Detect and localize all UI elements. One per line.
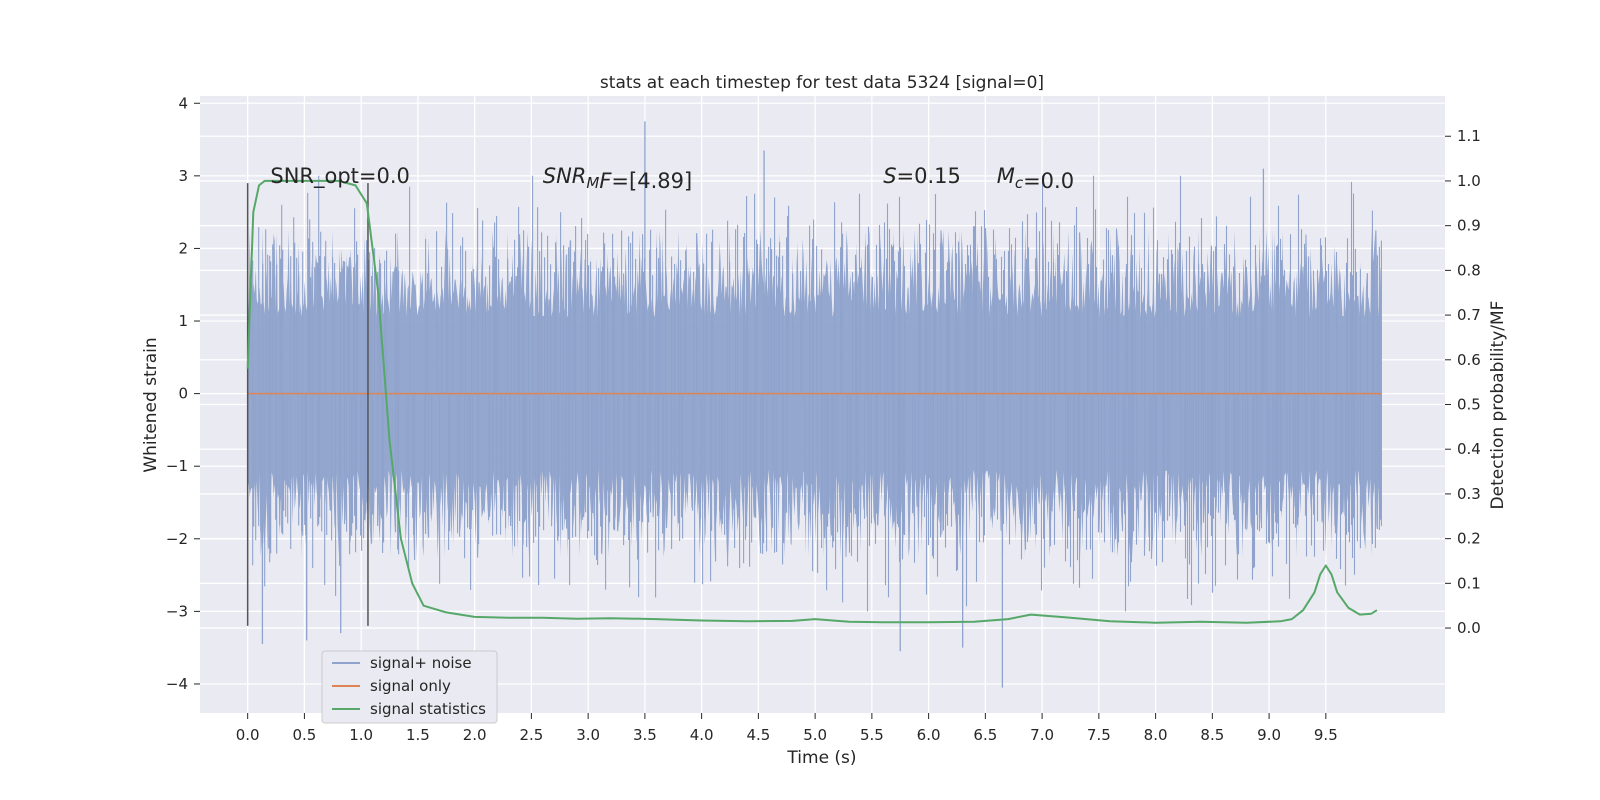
series-signal-statistics	[246, 179, 1378, 624]
x-tick-label: 8.5	[1200, 726, 1224, 744]
y2-axis-title: Detection probability/MF	[1488, 301, 1508, 510]
y-tick-label: 4	[178, 94, 188, 112]
x-axis-title: Time (s)	[786, 748, 856, 768]
y2-tick-label: 0.6	[1457, 351, 1481, 369]
y2-tick-label: 1.0	[1457, 172, 1481, 190]
x-tick-label: 5.0	[803, 726, 827, 744]
x-tick-label: 6.0	[917, 726, 941, 744]
x-tick-label: 2.0	[463, 726, 487, 744]
annotation-text: SNRMF=[4.89]	[543, 164, 692, 193]
y2-axis: 0.0 0.1 0.2 0.3 0.4 0.5 0.6 0.7 0.8 0.9 1.0 1.1	[1445, 127, 1481, 637]
annotation-text: S=0.15	[883, 164, 961, 188]
legend-label-signal-statistics: signal statistics	[370, 700, 486, 718]
y-tick-label: 3	[178, 167, 188, 185]
x-tick-label: 8.0	[1144, 726, 1168, 744]
x-tick-label: 1.0	[349, 726, 373, 744]
y2-tick-label: 0.7	[1457, 306, 1481, 324]
marker-lines	[246, 183, 369, 626]
x-tick-label: 0.5	[292, 726, 316, 744]
y-tick-label: −4	[166, 675, 188, 693]
x-tick-label: 6.5	[973, 726, 997, 744]
x-tick-label: 7.5	[1087, 726, 1111, 744]
x-tick-label: 9.0	[1257, 726, 1281, 744]
x-tick-label: 4.5	[746, 726, 770, 744]
legend: signal+ noise signal only signal statist…	[321, 650, 498, 724]
annotation-text: Mc=0.0	[997, 164, 1074, 193]
x-tick-label: 7.0	[1030, 726, 1054, 744]
x-axis: 0.0 0.5 1.0 1.5 2.0 2.5 3.0 3.5 4.0 4.5 5.0 5.5 6.0 6…	[236, 713, 1338, 744]
x-tick-label: 2.5	[519, 726, 543, 744]
x-tick-label: 3.0	[576, 726, 600, 744]
y-tick-label: 2	[178, 239, 188, 257]
x-tick-label: 5.5	[860, 726, 884, 744]
y2-tick-label: 0.2	[1457, 530, 1481, 548]
y-axis-title: Whitened strain	[141, 337, 161, 472]
y-tick-label: 1	[178, 312, 188, 330]
y2-tick-label: 0.4	[1457, 440, 1481, 458]
x-tick-label: 1.5	[406, 726, 430, 744]
signal-statistics-line	[246, 179, 1378, 624]
y2-tick-label: 0.3	[1457, 485, 1481, 503]
x-tick-label: 0.0	[236, 726, 260, 744]
y-tick-label: 0	[178, 385, 188, 403]
y2-tick-label: 0.9	[1457, 217, 1481, 235]
y-tick-label: −1	[166, 457, 188, 475]
y2-tick-label: 0.1	[1457, 574, 1481, 592]
x-tick-label: 3.5	[633, 726, 657, 744]
legend-label-signal-only: signal only	[370, 677, 451, 695]
y2-tick-label: 0.5	[1457, 396, 1481, 414]
x-tick-label: 4.0	[690, 726, 714, 744]
annotation-text: SNR_opt=0.0	[270, 164, 410, 189]
legend-label-signal-noise: signal+ noise	[370, 654, 472, 672]
y-tick-label: −3	[166, 602, 188, 620]
y2-tick-label: 0.8	[1457, 261, 1481, 279]
chart-title: stats at each timestep for test data 532…	[600, 73, 1044, 93]
y-tick-label: −2	[166, 530, 188, 548]
x-tick-label: 9.5	[1314, 726, 1338, 744]
legend-box	[321, 650, 498, 724]
y2-tick-label: 0.0	[1457, 619, 1481, 637]
annotations: SNR_opt=0.0 SNRMF=[4.89] S=0.15 Mc=0.0	[270, 164, 1074, 193]
y2-tick-label: 1.1	[1457, 127, 1481, 145]
y-axis: −4 −3 −2 −1 0 1 2 3 4	[166, 94, 200, 693]
